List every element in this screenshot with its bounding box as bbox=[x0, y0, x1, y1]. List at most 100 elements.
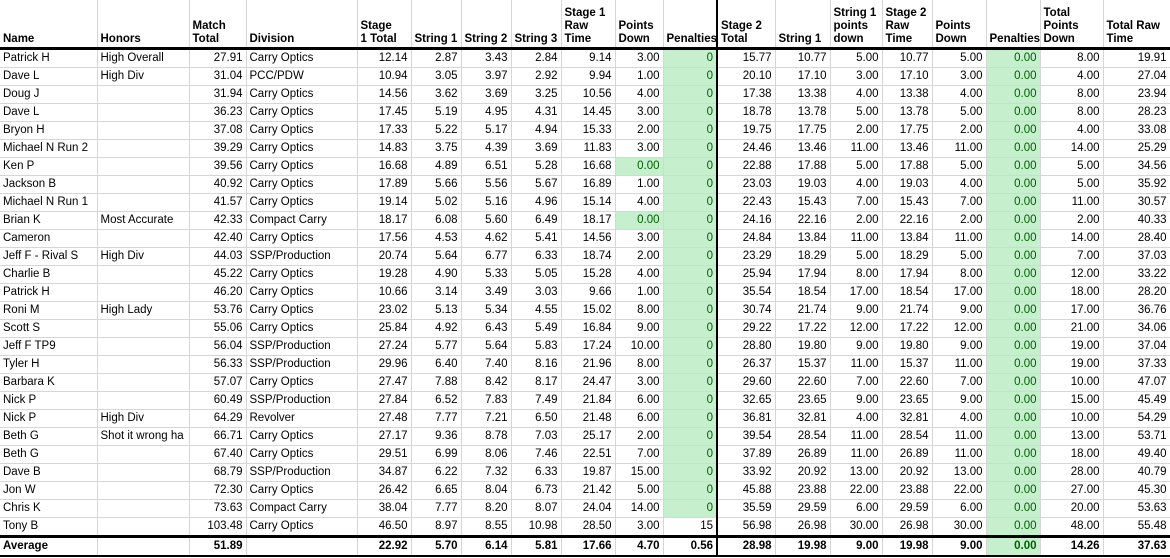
cell-honors[interactable]: High Div bbox=[97, 67, 190, 86]
cell-s2-penalties[interactable]: 0.00 bbox=[986, 499, 1041, 518]
cell-s2-raw-time[interactable]: 20.92 bbox=[882, 463, 933, 482]
cell-total-points-down[interactable]: 18.00 bbox=[1040, 445, 1104, 464]
cell-honors[interactable] bbox=[97, 534, 190, 557]
cell-s1-string3[interactable]: 7.46 bbox=[511, 445, 562, 464]
cell-total-raw-time[interactable]: 54.29 bbox=[1103, 409, 1170, 428]
cell-s1-total[interactable]: 29.51 bbox=[357, 445, 412, 464]
cell-s2-raw-time[interactable]: 19.80 bbox=[882, 337, 933, 356]
cell-honors[interactable] bbox=[97, 139, 190, 158]
cell-s2-string1-points-down[interactable]: 4.00 bbox=[830, 85, 883, 104]
cell-total-raw-time[interactable]: 34.56 bbox=[1103, 157, 1170, 176]
cell-division[interactable]: Carry Optics bbox=[246, 517, 358, 537]
column-header-s1-raw-time[interactable]: Stage 1 Raw Time bbox=[561, 0, 616, 50]
cell-s2-total[interactable]: 35.59 bbox=[716, 499, 776, 518]
cell-s1-points-down[interactable]: 8.00 bbox=[615, 355, 664, 374]
cell-s1-points-down[interactable]: 1.00 bbox=[615, 67, 664, 86]
cell-s2-raw-time[interactable]: 17.10 bbox=[882, 67, 933, 86]
cell-s2-total[interactable]: 56.98 bbox=[716, 517, 776, 537]
cell-s2-string1-points-down[interactable]: 11.00 bbox=[830, 427, 883, 446]
cell-s1-raw-time[interactable]: 25.17 bbox=[561, 427, 616, 446]
cell-s1-string2[interactable]: 7.21 bbox=[461, 409, 512, 428]
cell-s1-string1[interactable]: 6.99 bbox=[411, 445, 462, 464]
cell-honors[interactable] bbox=[97, 85, 190, 104]
cell-s2-raw-time[interactable]: 17.88 bbox=[882, 157, 933, 176]
cell-s2-penalties[interactable]: 0.00 bbox=[986, 481, 1041, 500]
cell-s1-string2[interactable]: 8.55 bbox=[461, 517, 512, 537]
cell-total-points-down[interactable]: 20.00 bbox=[1040, 499, 1104, 518]
cell-s1-string3[interactable]: 2.84 bbox=[511, 48, 562, 68]
cell-match-total[interactable]: 56.04 bbox=[189, 337, 247, 356]
cell-s2-points-down[interactable]: 9.00 bbox=[932, 534, 987, 557]
cell-name[interactable]: Nick P bbox=[0, 409, 98, 428]
cell-division[interactable]: Carry Optics bbox=[246, 427, 358, 446]
cell-s1-string3[interactable]: 6.49 bbox=[511, 211, 562, 230]
cell-s2-penalties[interactable]: 0.00 bbox=[986, 463, 1041, 482]
cell-s2-raw-time[interactable]: 22.60 bbox=[882, 373, 933, 392]
cell-s1-string1[interactable]: 8.97 bbox=[411, 517, 462, 537]
cell-s1-points-down[interactable]: 15.00 bbox=[615, 463, 664, 482]
cell-division[interactable]: SSP/Production bbox=[246, 463, 358, 482]
cell-match-total[interactable]: 57.07 bbox=[189, 373, 247, 392]
cell-s1-points-down[interactable]: 3.00 bbox=[615, 103, 664, 122]
cell-s1-string3[interactable]: 8.16 bbox=[511, 355, 562, 374]
cell-s1-penalties[interactable]: 0 bbox=[663, 157, 718, 176]
cell-s2-string1[interactable]: 21.74 bbox=[775, 301, 831, 320]
cell-s1-string2[interactable]: 8.06 bbox=[461, 445, 512, 464]
cell-s1-raw-time[interactable]: 15.14 bbox=[561, 193, 616, 212]
cell-s1-raw-time[interactable]: 11.83 bbox=[561, 139, 616, 158]
cell-s2-total[interactable]: 32.65 bbox=[716, 391, 776, 410]
cell-s1-raw-time[interactable]: 9.14 bbox=[561, 48, 616, 68]
cell-s1-raw-time[interactable]: 28.50 bbox=[561, 517, 616, 537]
cell-s1-total[interactable]: 26.42 bbox=[357, 481, 412, 500]
cell-s2-string1[interactable]: 23.65 bbox=[775, 391, 831, 410]
cell-division[interactable]: SSP/Production bbox=[246, 337, 358, 356]
cell-s1-total[interactable]: 19.28 bbox=[357, 265, 412, 284]
cell-total-raw-time[interactable]: 45.30 bbox=[1103, 481, 1170, 500]
cell-name[interactable]: Average bbox=[0, 534, 98, 557]
cell-honors[interactable]: High Div bbox=[97, 247, 190, 266]
cell-s1-string2[interactable]: 7.40 bbox=[461, 355, 512, 374]
cell-s1-string3[interactable]: 4.31 bbox=[511, 103, 562, 122]
cell-s1-total[interactable]: 20.74 bbox=[357, 247, 412, 266]
cell-division[interactable]: Carry Optics bbox=[246, 283, 358, 302]
cell-s1-total[interactable]: 19.14 bbox=[357, 193, 412, 212]
cell-honors[interactable] bbox=[97, 157, 190, 176]
cell-s1-points-down[interactable]: 1.00 bbox=[615, 283, 664, 302]
cell-s2-string1[interactable]: 13.78 bbox=[775, 103, 831, 122]
cell-total-raw-time[interactable]: 25.29 bbox=[1103, 139, 1170, 158]
cell-s2-raw-time[interactable]: 32.81 bbox=[882, 409, 933, 428]
cell-s1-penalties[interactable]: 0 bbox=[663, 499, 718, 518]
cell-s2-points-down[interactable]: 13.00 bbox=[932, 463, 987, 482]
cell-division[interactable]: Carry Optics bbox=[246, 48, 358, 68]
cell-s1-points-down[interactable]: 4.00 bbox=[615, 193, 664, 212]
cell-s1-penalties[interactable]: 0 bbox=[663, 85, 718, 104]
cell-s1-string1[interactable]: 5.13 bbox=[411, 301, 462, 320]
cell-s2-string1-points-down[interactable]: 11.00 bbox=[830, 355, 883, 374]
cell-name[interactable]: Chris K bbox=[0, 499, 98, 518]
cell-s2-total[interactable]: 20.10 bbox=[716, 67, 776, 86]
cell-division[interactable]: SSP/Production bbox=[246, 247, 358, 266]
cell-match-total[interactable]: 39.29 bbox=[189, 139, 247, 158]
cell-s1-raw-time[interactable]: 18.74 bbox=[561, 247, 616, 266]
cell-total-points-down[interactable]: 18.00 bbox=[1040, 283, 1104, 302]
cell-s1-penalties[interactable]: 15 bbox=[663, 517, 718, 537]
cell-s1-penalties[interactable]: 0 bbox=[663, 193, 718, 212]
cell-s2-points-down[interactable]: 9.00 bbox=[932, 337, 987, 356]
cell-match-total[interactable]: 67.40 bbox=[189, 445, 247, 464]
cell-s1-raw-time[interactable]: 17.66 bbox=[561, 534, 616, 557]
cell-s1-points-down[interactable]: 8.00 bbox=[615, 301, 664, 320]
cell-total-raw-time[interactable]: 45.49 bbox=[1103, 391, 1170, 410]
cell-s1-raw-time[interactable]: 10.56 bbox=[561, 85, 616, 104]
cell-s1-string2[interactable]: 5.60 bbox=[461, 211, 512, 230]
cell-name[interactable]: Jon W bbox=[0, 481, 98, 500]
cell-s1-string1[interactable]: 6.40 bbox=[411, 355, 462, 374]
cell-honors[interactable] bbox=[97, 391, 190, 410]
cell-s2-total[interactable]: 24.16 bbox=[716, 211, 776, 230]
cell-s2-points-down[interactable]: 9.00 bbox=[932, 391, 987, 410]
cell-s1-raw-time[interactable]: 9.94 bbox=[561, 67, 616, 86]
cell-s2-raw-time[interactable]: 17.94 bbox=[882, 265, 933, 284]
cell-s1-points-down[interactable]: 3.00 bbox=[615, 139, 664, 158]
cell-s2-string1-points-down[interactable]: 11.00 bbox=[830, 229, 883, 248]
cell-s2-raw-time[interactable]: 26.98 bbox=[882, 517, 933, 537]
cell-s1-points-down[interactable]: 5.00 bbox=[615, 481, 664, 500]
